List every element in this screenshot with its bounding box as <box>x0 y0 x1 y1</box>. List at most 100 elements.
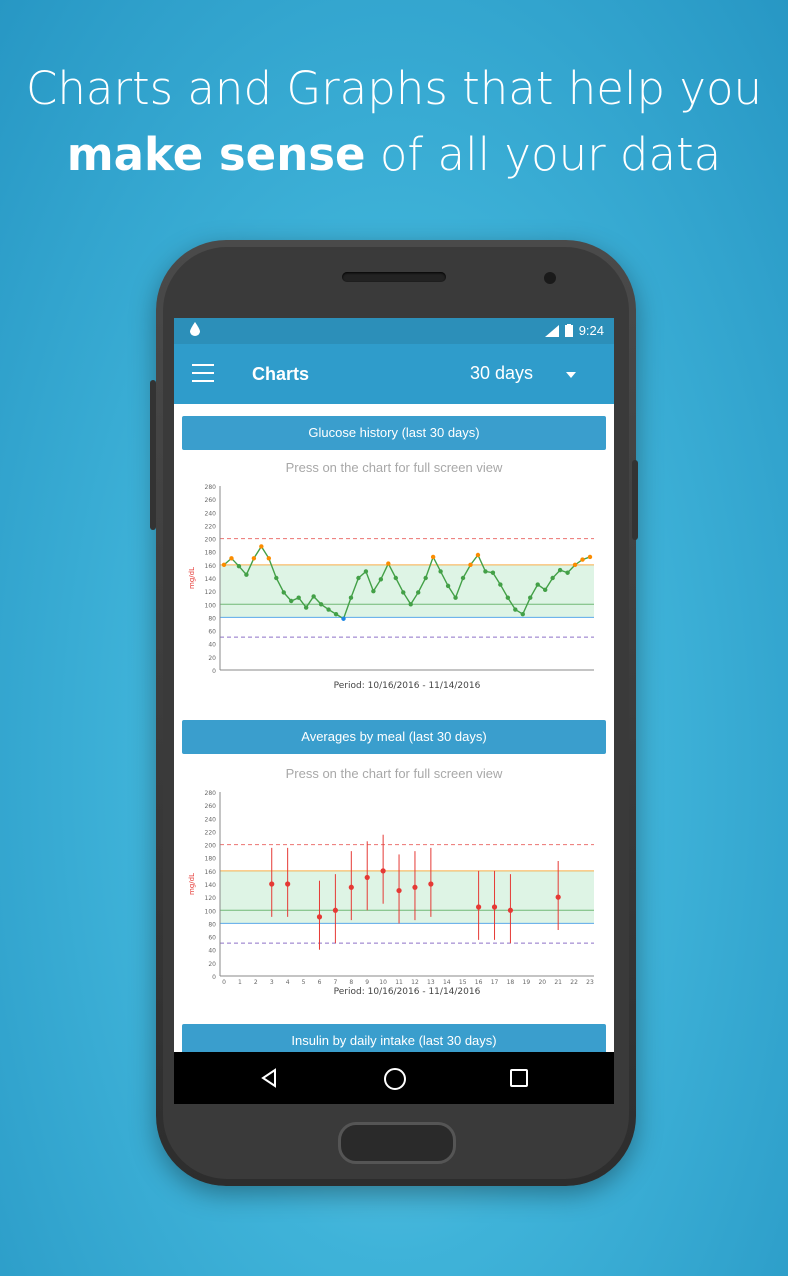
average-point <box>428 881 434 887</box>
menu-icon[interactable] <box>192 364 214 382</box>
glucose-point <box>281 590 286 595</box>
glucose-point <box>513 607 518 612</box>
average-point <box>555 894 561 900</box>
headline-line1: Charts and Graphs that help you <box>25 62 763 115</box>
x-tick-label: 4 <box>286 979 290 986</box>
glucose-point <box>259 544 264 549</box>
home-icon[interactable] <box>384 1068 406 1090</box>
speaker-grille <box>342 272 446 282</box>
headline-line2: make sense of all your data <box>0 122 788 188</box>
glucose-point <box>438 569 443 574</box>
glucose-point <box>445 583 451 589</box>
glucose-point <box>505 595 511 600</box>
glucose-point <box>311 594 316 599</box>
glucose-point <box>498 582 503 587</box>
x-tick-label: 21 <box>554 979 562 986</box>
volume-button <box>150 380 156 530</box>
glucose-point <box>587 554 593 560</box>
glucose-history-chart[interactable]: 0 20 40 60 80 100 120 140 160 180 200 220 240 260 280 m… <box>184 480 604 700</box>
recent-apps-icon[interactable] <box>510 1069 528 1087</box>
average-point <box>364 874 370 881</box>
headline: Charts and Graphs that help you make sen… <box>0 56 788 188</box>
y-axis-label: mg/dL <box>188 567 196 589</box>
x-tick-label: 15 <box>459 979 467 986</box>
x-tick-label: 20 <box>538 979 546 986</box>
glucose-point <box>378 577 384 582</box>
charts-list: Glucose history (last 30 days) Press on … <box>174 404 614 1058</box>
home-hardware-button[interactable] <box>338 1122 456 1164</box>
glucose-point <box>416 590 421 595</box>
signal-icon <box>544 324 559 337</box>
y-tick-label: 180 <box>205 856 217 863</box>
glucose-point <box>550 575 555 581</box>
x-tick-label: 2 <box>254 979 258 986</box>
chevron-down-icon[interactable] <box>566 372 576 378</box>
card-header-glucose-history[interactable]: Glucose history (last 30 days) <box>182 416 606 450</box>
x-tick-label: 17 <box>491 979 499 986</box>
x-tick-label: 14 <box>443 979 451 986</box>
headline-rest: of all your data <box>365 128 722 181</box>
x-tick-label: 12 <box>411 979 419 986</box>
y-tick-label: 60 <box>208 629 216 636</box>
y-tick-label: 120 <box>205 895 217 902</box>
glucose-point <box>520 611 525 617</box>
glucose-point <box>393 575 398 581</box>
x-tick-label: 19 <box>523 979 531 986</box>
glucose-point <box>401 590 406 595</box>
y-tick-label: 40 <box>208 642 216 649</box>
fullscreen-hint: Press on the chart for full screen view <box>285 766 503 781</box>
x-tick-label: 18 <box>507 979 515 986</box>
y-tick-label: 240 <box>205 816 217 823</box>
glucose-point <box>423 575 428 581</box>
average-point <box>380 868 386 874</box>
glucose-point <box>229 556 234 561</box>
fullscreen-hint: Press on the chart for full screen view <box>285 460 503 475</box>
glucose-point <box>468 562 473 568</box>
glucose-point <box>371 588 376 594</box>
average-point <box>476 904 482 910</box>
range-dropdown[interactable]: 30 days <box>470 363 534 383</box>
glucose-point <box>266 556 272 561</box>
y-tick-label: 160 <box>205 869 217 876</box>
x-tick-label: 23 <box>586 979 594 986</box>
y-tick-label: 100 <box>205 602 217 609</box>
y-tick-label: 240 <box>205 510 217 517</box>
y-tick-label: 220 <box>205 523 217 530</box>
average-point <box>285 881 291 887</box>
y-tick-label: 180 <box>205 550 217 557</box>
glucose-point <box>289 598 294 604</box>
y-tick-label: 100 <box>205 908 217 915</box>
y-tick-label: 200 <box>205 843 217 850</box>
y-tick-label: 140 <box>205 882 217 889</box>
y-tick-label: 280 <box>205 484 217 491</box>
card-header-averages-by-meal[interactable]: Averages by meal (last 30 days) <box>182 720 606 754</box>
headline-bold: make sense <box>66 128 366 181</box>
glucose-point <box>296 595 301 600</box>
glucose-point <box>565 570 570 575</box>
x-tick-label: 6 <box>318 979 322 986</box>
glucose-point <box>430 554 436 560</box>
y-tick-label: 0 <box>212 668 216 675</box>
glucose-point <box>408 602 413 607</box>
y-axis-label: mg/dL <box>188 873 196 895</box>
glucose-point <box>341 616 346 621</box>
y-tick-label: 60 <box>208 935 216 942</box>
x-tick-label: 5 <box>302 979 306 986</box>
x-tick-label: 7 <box>333 979 337 986</box>
target-range-band <box>220 564 594 618</box>
page-title: Charts <box>252 364 310 384</box>
glucose-point <box>528 595 533 600</box>
x-tick-label: 11 <box>395 979 403 986</box>
y-tick-label: 200 <box>205 537 217 544</box>
glucose-point <box>535 582 540 587</box>
average-point <box>269 881 275 887</box>
glucose-point <box>251 556 257 561</box>
averages-by-meal-chart[interactable]: 020406080100120140160180200220240260280m… <box>184 786 604 1006</box>
back-icon[interactable] <box>260 1068 278 1088</box>
x-tick-label: 1 <box>238 979 242 986</box>
y-tick-label: 120 <box>205 589 217 596</box>
target-range-band <box>220 870 594 924</box>
glucose-point <box>303 605 309 610</box>
glucose-point <box>490 570 496 575</box>
glucose-point <box>274 575 279 581</box>
